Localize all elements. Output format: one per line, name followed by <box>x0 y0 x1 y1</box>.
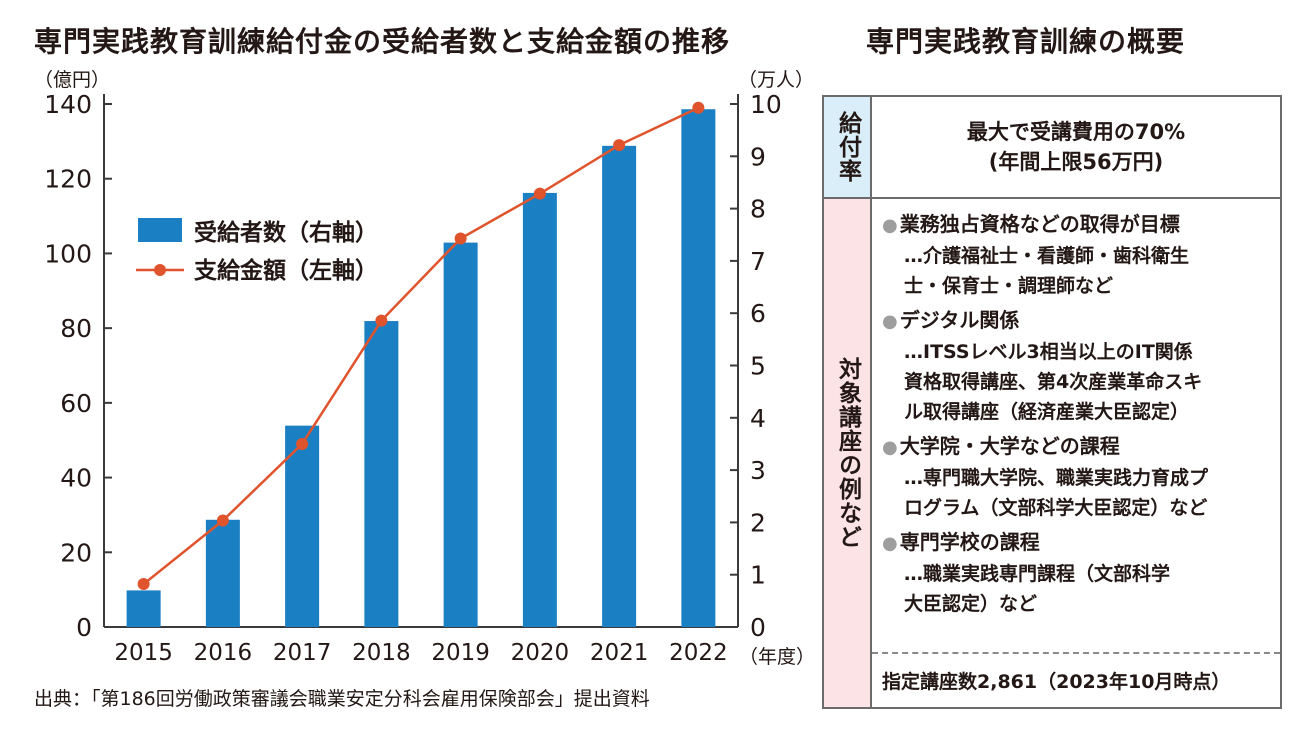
left-axis-unit: （億円） <box>34 69 110 91</box>
right-tick-label: 1 <box>750 561 766 590</box>
right-tick-label: 4 <box>750 404 766 433</box>
list-item: ● 業務独占資格などの取得が目標 …介護福祉士・看護師・歯科衛生 士・保育士・調理… <box>882 209 1274 301</box>
line-path <box>142 106 699 586</box>
legend-line-marker <box>154 264 166 276</box>
item-title: 専門学校の課程 <box>899 530 1040 554</box>
right-tick-label: 10 <box>750 90 782 119</box>
item-detail: …職業実践専門課程（文部科学 大臣認定）など <box>882 559 1274 619</box>
course-count: 指定講座数2,861（2023年10月時点） <box>872 652 1280 707</box>
left-tick-label: 0 <box>76 613 92 642</box>
right-axis-unit: （万人） <box>738 69 812 91</box>
item-title: 大学院・大学などの課程 <box>899 434 1120 458</box>
left-tick-label: 40 <box>60 464 92 493</box>
list-item: ● デジタル関係 …ITSSレベル3相当以上のIT関係 資格取得講座、第4次産業革… <box>882 305 1274 427</box>
x-tick-label: 2018 <box>352 640 411 666</box>
bar <box>443 242 478 627</box>
right-tick-label: 9 <box>750 142 766 171</box>
line-point <box>137 578 150 591</box>
source-note: 出典：「第186回労働政策審議会職業安定分科会雇用保険部会」提出資料 <box>34 688 650 710</box>
left-tick-label: 80 <box>60 314 92 343</box>
panel-title: 専門実践教育訓練の概要 <box>866 25 1186 58</box>
detail-line: ル取得講座（経済産業大臣認定） <box>904 401 1190 423</box>
item-detail: …専門職大学院、職業実践力育成プ ログラム（文部科学大臣認定）など <box>882 463 1274 523</box>
chart-title: 専門実践教育訓練給付金の受給者数と支給金額の推移 <box>34 25 731 58</box>
detail-line: ログラム（文部科学大臣認定）など <box>904 497 1208 519</box>
detail-line: …専門職大学院、職業実践力育成プ <box>904 467 1209 489</box>
x-axis-unit: （年度） <box>739 646 812 668</box>
rate-cell: 最大で受講費用の70% (年間上限56万円) <box>872 97 1280 199</box>
right-tick-label: 0 <box>750 613 766 642</box>
item-title: 業務独占資格などの取得が目標 <box>899 212 1180 236</box>
bar-series <box>126 109 716 628</box>
legend-line-label: 支給金額（左軸） <box>193 257 378 284</box>
bar <box>681 109 716 628</box>
line-point <box>296 437 309 450</box>
overview-table: 給付率 最大で受講費用の70% (年間上限56万円) 対象講座の例など ● 業務独… <box>822 95 1282 709</box>
bullet-icon: ● <box>882 311 898 332</box>
legend-bar-label: 受給者数（右軸） <box>194 219 378 246</box>
x-tick-label: 2021 <box>590 640 649 666</box>
right-tick-label: 7 <box>750 247 766 276</box>
left-tick-label: 60 <box>60 389 92 418</box>
detail-line: 資格取得講座、第4次産業革命スキ <box>904 371 1203 393</box>
detail-line: 士・保育士・調理師など <box>904 275 1114 297</box>
x-tick-label: 2016 <box>194 640 253 666</box>
line-point <box>454 232 467 245</box>
x-tick-label: 2017 <box>273 640 332 666</box>
x-tick-label: 2015 <box>114 640 173 666</box>
detail-line: 大臣認定）など <box>904 593 1038 615</box>
list-item: ● 大学院・大学などの課程 …専門職大学院、職業実践力育成プ ログラム（文部科学大… <box>882 431 1274 523</box>
bar <box>522 192 557 627</box>
line-series <box>137 101 705 591</box>
item-detail: …ITSSレベル3相当以上のIT関係 資格取得講座、第4次産業革命スキ ル取得講… <box>882 337 1274 427</box>
bar <box>602 145 637 627</box>
x-tick-label: 2020 <box>511 640 570 666</box>
x-tick-label: 2022 <box>669 640 728 666</box>
item-title: デジタル関係 <box>899 308 1020 332</box>
detail-line: …職業実践専門課程（文部科学 <box>904 563 1171 585</box>
bar <box>205 519 240 627</box>
line-point <box>375 314 388 327</box>
left-tick-label: 100 <box>44 239 92 268</box>
right-tick-label: 5 <box>750 352 766 381</box>
detail-line: …ITSSレベル3相当以上のIT関係 <box>904 341 1193 363</box>
left-tick-label: 20 <box>60 538 92 567</box>
detail-line: …介護福祉士・看護師・歯科衛生 <box>904 245 1190 267</box>
bar <box>285 425 320 627</box>
item-detail: …介護福祉士・看護師・歯科衛生 士・保育士・調理師など <box>882 241 1274 301</box>
bullet-icon: ● <box>882 533 898 554</box>
line-point <box>533 187 546 200</box>
bullet-icon: ● <box>882 215 898 236</box>
examples-header-cell: 対象講座の例など <box>824 199 872 707</box>
line-point <box>613 139 626 152</box>
right-tick-label: 3 <box>750 456 766 485</box>
left-tick-label: 140 <box>44 90 92 119</box>
rate-header: 給付率 <box>834 111 861 183</box>
rate-line: (年間上限56万円) <box>988 150 1164 174</box>
bar <box>364 321 399 627</box>
combo-chart: 0 20 40 60 80 100 120 140 0 1 2 3 4 5 6 7 8 9 10 （億円） （万人） （年… <box>34 69 812 668</box>
line-point <box>692 101 705 114</box>
examples-header: 対象講座の例など <box>834 357 861 549</box>
list-item: ● 専門学校の課程 …職業実践専門課程（文部科学 大臣認定）など <box>882 527 1274 619</box>
x-tick-label: 2019 <box>431 640 490 666</box>
legend-bar-swatch <box>138 218 182 242</box>
rate-header-cell: 給付率 <box>824 97 872 199</box>
line-point <box>216 514 229 527</box>
right-tick-label: 2 <box>750 508 766 537</box>
legend: 受給者数（右軸） 支給金額（左軸） <box>136 218 378 284</box>
bar <box>126 590 161 627</box>
examples-list: ● 業務独占資格などの取得が目標 …介護福祉士・看護師・歯科衛生 士・保育士・調理… <box>872 199 1280 651</box>
rate-line: 最大で受講費用の70% <box>966 119 1186 144</box>
right-tick-label: 8 <box>750 195 766 224</box>
left-tick-label: 120 <box>44 165 92 194</box>
bullet-icon: ● <box>882 437 898 458</box>
right-tick-label: 6 <box>750 299 766 328</box>
